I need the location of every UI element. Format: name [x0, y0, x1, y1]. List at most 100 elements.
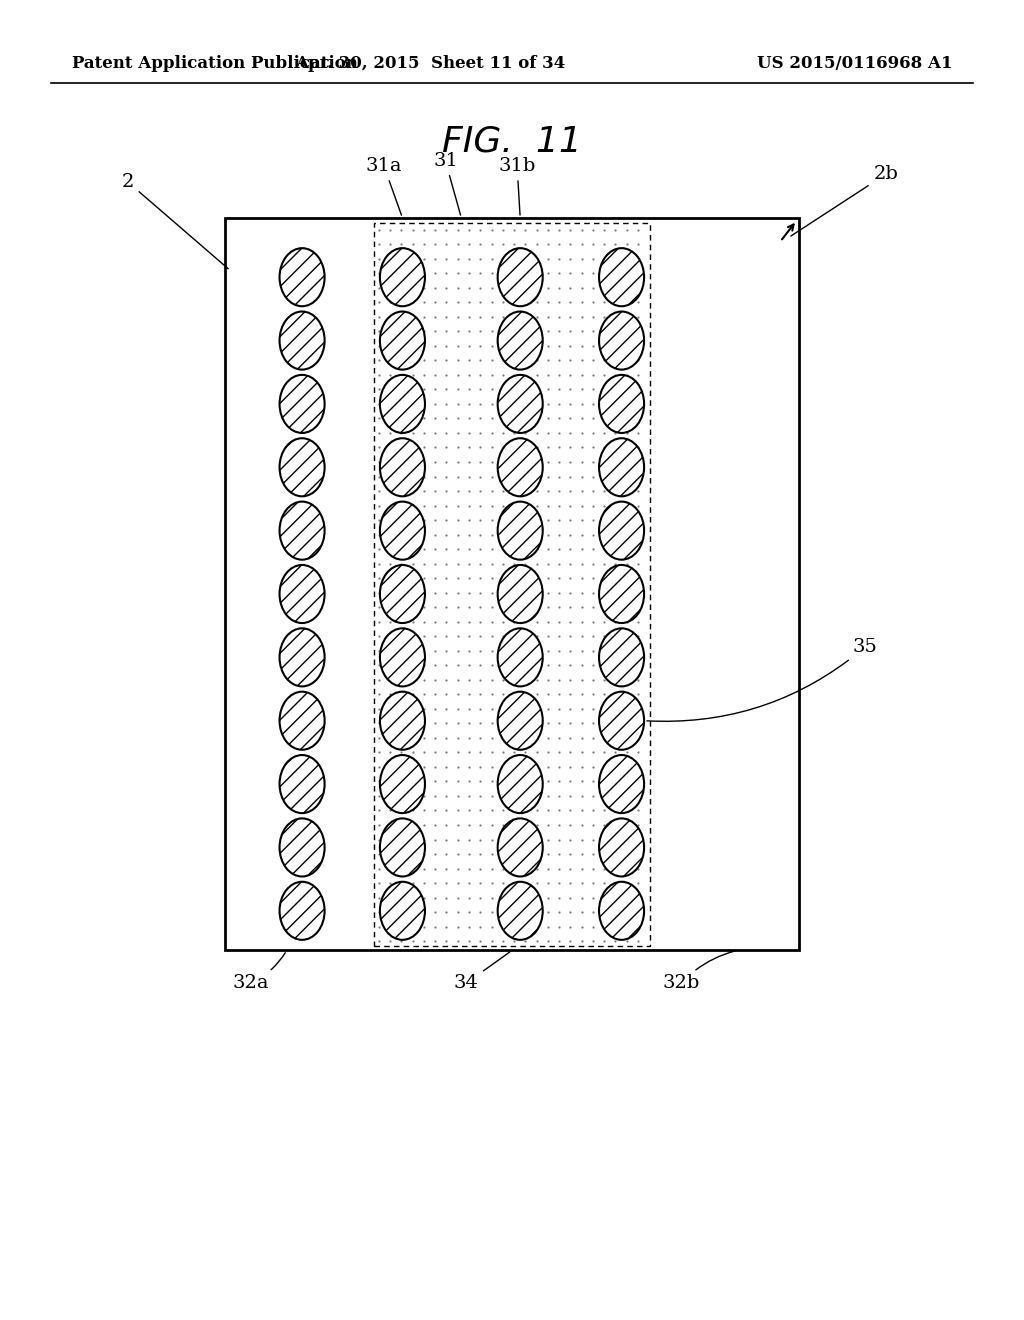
Circle shape — [380, 375, 425, 433]
Text: 34: 34 — [454, 952, 510, 993]
Circle shape — [280, 628, 325, 686]
Circle shape — [498, 628, 543, 686]
Circle shape — [380, 882, 425, 940]
Circle shape — [380, 755, 425, 813]
Circle shape — [380, 818, 425, 876]
Circle shape — [280, 755, 325, 813]
Circle shape — [498, 628, 543, 686]
Circle shape — [599, 248, 644, 306]
Circle shape — [380, 692, 425, 750]
Circle shape — [380, 375, 425, 433]
Circle shape — [280, 502, 325, 560]
Circle shape — [380, 692, 425, 750]
Circle shape — [280, 818, 325, 876]
Circle shape — [498, 248, 543, 306]
Circle shape — [380, 502, 425, 560]
Circle shape — [380, 818, 425, 876]
Circle shape — [380, 312, 425, 370]
Circle shape — [498, 882, 543, 940]
Circle shape — [498, 692, 543, 750]
Text: Apr. 30, 2015  Sheet 11 of 34: Apr. 30, 2015 Sheet 11 of 34 — [295, 55, 565, 71]
Circle shape — [599, 248, 644, 306]
Circle shape — [498, 818, 543, 876]
Circle shape — [280, 248, 325, 306]
Text: 35: 35 — [647, 638, 878, 721]
Circle shape — [498, 438, 543, 496]
Circle shape — [498, 312, 543, 370]
Circle shape — [498, 755, 543, 813]
Circle shape — [280, 882, 325, 940]
Circle shape — [599, 375, 644, 433]
Circle shape — [280, 565, 325, 623]
Circle shape — [599, 755, 644, 813]
Circle shape — [599, 565, 644, 623]
Circle shape — [498, 248, 543, 306]
Circle shape — [599, 312, 644, 370]
Circle shape — [498, 755, 543, 813]
Circle shape — [380, 565, 425, 623]
Text: US 2015/0116968 A1: US 2015/0116968 A1 — [757, 55, 952, 71]
Circle shape — [599, 312, 644, 370]
Circle shape — [380, 628, 425, 686]
Circle shape — [599, 438, 644, 496]
Circle shape — [599, 628, 644, 686]
Circle shape — [599, 692, 644, 750]
Circle shape — [280, 248, 325, 306]
Circle shape — [599, 882, 644, 940]
Circle shape — [498, 818, 543, 876]
Circle shape — [280, 438, 325, 496]
Circle shape — [280, 692, 325, 750]
Circle shape — [380, 755, 425, 813]
Circle shape — [280, 312, 325, 370]
Circle shape — [599, 375, 644, 433]
Circle shape — [599, 818, 644, 876]
Circle shape — [599, 882, 644, 940]
Circle shape — [280, 755, 325, 813]
Circle shape — [599, 628, 644, 686]
Bar — [374, 223, 650, 946]
Circle shape — [280, 882, 325, 940]
Text: 32a: 32a — [232, 953, 286, 993]
Circle shape — [599, 438, 644, 496]
Circle shape — [599, 818, 644, 876]
Text: Patent Application Publication: Patent Application Publication — [72, 55, 357, 71]
Circle shape — [380, 628, 425, 686]
Circle shape — [380, 502, 425, 560]
Circle shape — [599, 502, 644, 560]
Circle shape — [280, 502, 325, 560]
Circle shape — [498, 565, 543, 623]
Circle shape — [498, 312, 543, 370]
Circle shape — [380, 438, 425, 496]
Circle shape — [380, 312, 425, 370]
Circle shape — [599, 502, 644, 560]
Text: 31a: 31a — [366, 157, 402, 215]
Circle shape — [498, 692, 543, 750]
Circle shape — [599, 565, 644, 623]
Text: 2b: 2b — [791, 165, 898, 236]
Text: 32b: 32b — [663, 952, 734, 993]
Circle shape — [498, 882, 543, 940]
Circle shape — [498, 375, 543, 433]
Circle shape — [599, 692, 644, 750]
Text: 31b: 31b — [499, 157, 536, 215]
Circle shape — [280, 628, 325, 686]
Bar — [225, 218, 799, 950]
Circle shape — [280, 312, 325, 370]
Circle shape — [599, 755, 644, 813]
Circle shape — [380, 248, 425, 306]
Text: 31: 31 — [433, 152, 461, 215]
Circle shape — [280, 692, 325, 750]
Circle shape — [380, 438, 425, 496]
Circle shape — [380, 565, 425, 623]
Circle shape — [498, 502, 543, 560]
Circle shape — [280, 375, 325, 433]
Circle shape — [498, 375, 543, 433]
Circle shape — [280, 438, 325, 496]
Text: FIG.  11: FIG. 11 — [442, 124, 582, 158]
Circle shape — [498, 438, 543, 496]
Circle shape — [498, 502, 543, 560]
Text: 2: 2 — [122, 173, 228, 269]
Circle shape — [380, 882, 425, 940]
Circle shape — [280, 375, 325, 433]
Circle shape — [380, 248, 425, 306]
